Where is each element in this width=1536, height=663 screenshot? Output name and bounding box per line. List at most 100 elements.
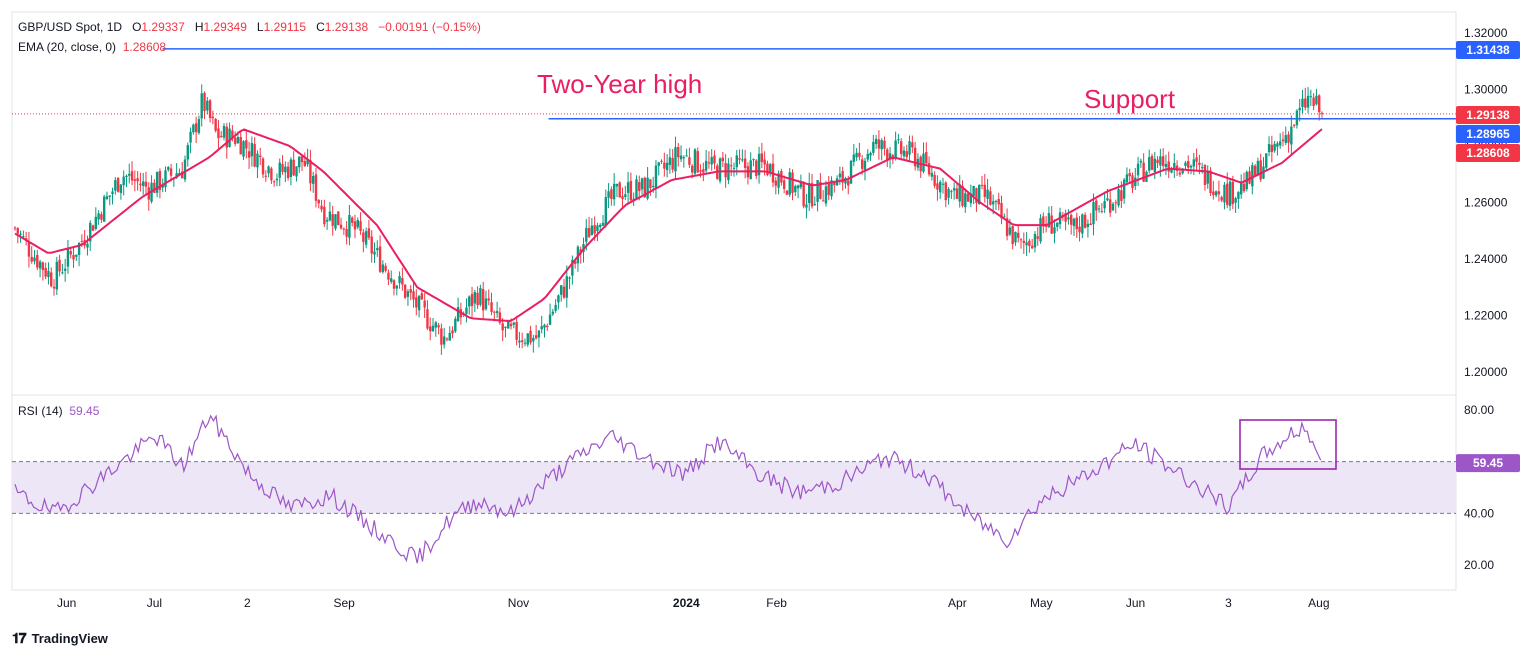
candle-body bbox=[808, 183, 811, 204]
candle-body bbox=[607, 191, 610, 198]
candle-body bbox=[108, 195, 111, 197]
candle-body bbox=[1189, 165, 1193, 168]
candle-body bbox=[186, 145, 189, 160]
candle-body bbox=[902, 150, 906, 157]
x-tick-label: Apr bbox=[948, 596, 967, 610]
candle-body bbox=[164, 170, 167, 188]
candle-body bbox=[194, 123, 198, 133]
candle-body bbox=[1078, 226, 1081, 233]
candle-body bbox=[431, 325, 435, 332]
candle-body bbox=[429, 326, 432, 332]
candle-body bbox=[1008, 227, 1012, 235]
candle-body bbox=[1318, 95, 1321, 113]
candle-body bbox=[367, 228, 371, 238]
candle-body bbox=[337, 211, 340, 226]
candle-body bbox=[1173, 162, 1176, 171]
candle-body bbox=[86, 243, 89, 248]
candle-body bbox=[286, 166, 290, 179]
candle-body bbox=[303, 161, 307, 167]
candle-body bbox=[955, 188, 959, 199]
candle-body bbox=[69, 251, 72, 255]
candle-body bbox=[52, 286, 56, 289]
candle-body bbox=[153, 182, 156, 193]
candle-body bbox=[468, 296, 471, 307]
candle-body bbox=[1125, 174, 1129, 183]
candle-body bbox=[55, 261, 59, 290]
candle-body bbox=[47, 270, 50, 278]
candle-body bbox=[702, 169, 705, 173]
candle-body bbox=[1109, 199, 1112, 213]
candle-body bbox=[629, 180, 633, 201]
candle-body bbox=[515, 321, 518, 340]
candle-body bbox=[381, 264, 385, 273]
candle-body bbox=[1056, 222, 1059, 227]
candle-body bbox=[866, 153, 869, 160]
candle-body bbox=[966, 193, 970, 202]
rsi-axis-pill-label: 59.45 bbox=[1473, 456, 1503, 470]
candle-body bbox=[1120, 190, 1123, 201]
candle-body bbox=[1276, 143, 1279, 147]
tradingview-footer[interactable]: 𝟏𝟕 TradingView bbox=[12, 630, 108, 647]
candle-body bbox=[883, 140, 886, 149]
candle-body bbox=[356, 220, 359, 228]
candle-body bbox=[593, 225, 596, 234]
candle-body bbox=[643, 177, 647, 198]
candle-body bbox=[270, 168, 273, 181]
candle-body bbox=[969, 193, 973, 204]
price-axis-pill-label: 1.28608 bbox=[1466, 146, 1510, 160]
candle-body bbox=[986, 189, 989, 199]
candle-body bbox=[206, 100, 209, 111]
ema-line[interactable] bbox=[14, 128, 1323, 323]
candle-body bbox=[454, 318, 457, 332]
candle-body bbox=[289, 159, 293, 177]
candle-body bbox=[721, 157, 725, 162]
candle-body bbox=[128, 173, 131, 176]
candle-body bbox=[944, 182, 947, 201]
candle-body bbox=[852, 154, 856, 162]
candle-body bbox=[1092, 202, 1095, 225]
candle-body bbox=[774, 180, 777, 186]
candle-body bbox=[685, 155, 688, 157]
candle-body bbox=[635, 179, 638, 199]
candle-body bbox=[1181, 168, 1184, 174]
candle-body bbox=[690, 165, 694, 173]
candle-body bbox=[869, 152, 872, 156]
candle-body bbox=[1103, 201, 1106, 209]
candle-body bbox=[306, 159, 309, 165]
candle-body bbox=[437, 325, 440, 328]
candle-body bbox=[395, 285, 398, 289]
candle-body bbox=[769, 164, 772, 174]
rsi-highlight-box bbox=[1239, 419, 1337, 470]
candle-body bbox=[1306, 95, 1310, 108]
candle-body bbox=[169, 168, 173, 176]
candle-body bbox=[473, 291, 477, 304]
candle-body bbox=[317, 200, 320, 204]
candle-body bbox=[1259, 160, 1262, 180]
ema-value: 1.28608 bbox=[122, 40, 167, 54]
candle-body bbox=[958, 184, 961, 202]
candle-body bbox=[1265, 153, 1268, 168]
candle-body bbox=[362, 232, 365, 242]
candle-body bbox=[930, 172, 934, 177]
candle-body bbox=[1047, 213, 1051, 228]
candle-body bbox=[264, 175, 268, 177]
candle-body bbox=[1095, 200, 1098, 211]
candle-body bbox=[1309, 96, 1313, 98]
candle-body bbox=[1278, 141, 1282, 146]
candle-body bbox=[100, 214, 103, 220]
rsi-line[interactable] bbox=[14, 414, 1322, 564]
rsi-band bbox=[12, 461, 1456, 514]
low-label: L bbox=[256, 20, 264, 34]
rsi-legend: RSI (14) 59.45 bbox=[18, 404, 99, 418]
candle-body bbox=[1200, 167, 1204, 169]
candle-body bbox=[922, 153, 925, 172]
candle-body bbox=[325, 219, 329, 222]
candle-body bbox=[777, 173, 780, 188]
candle-body bbox=[1320, 112, 1324, 114]
candle-body bbox=[50, 272, 53, 287]
candle-body bbox=[509, 323, 513, 327]
rsi-label: RSI (14) bbox=[18, 404, 63, 418]
candle-body bbox=[27, 242, 31, 257]
x-tick-label: 3 bbox=[1225, 596, 1232, 610]
